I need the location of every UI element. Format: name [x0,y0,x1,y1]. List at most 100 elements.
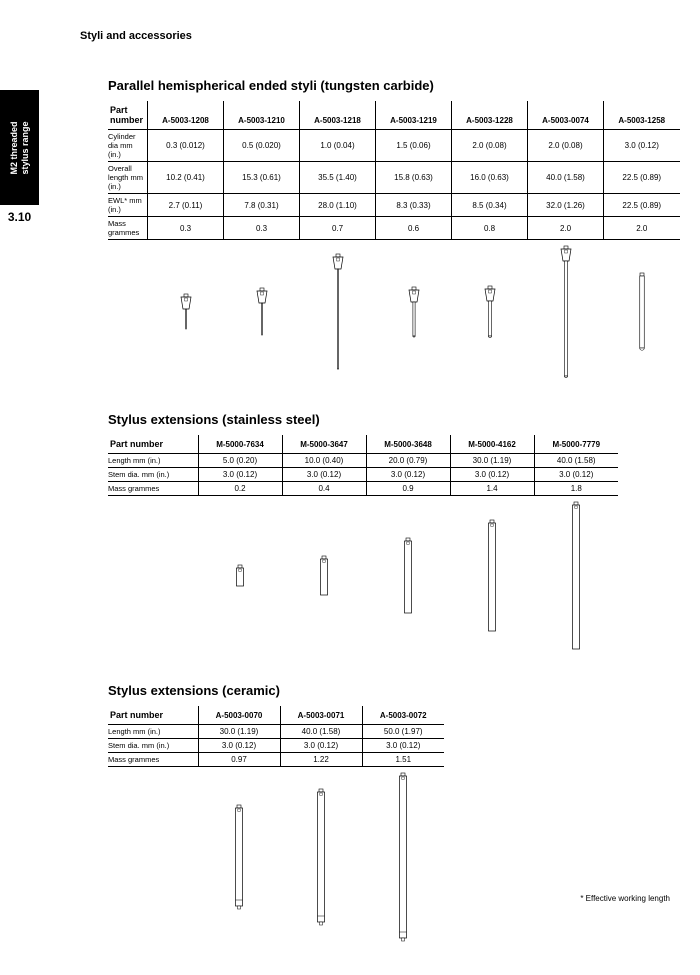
cell: 15.3 (0.61) [224,162,300,194]
cell: 28.0 (1.10) [300,194,376,217]
part-number: M-5000-7779 [534,435,618,454]
part-number-label: Part number [108,706,198,725]
cell: 0.3 [224,217,300,240]
cell: 3.0 (0.12) [450,467,534,481]
part-number: A-5003-1228 [452,101,528,130]
cell: 0.8 [452,217,528,240]
product-image [366,495,450,653]
section-t3: Stylus extensions (ceramic)Part numberA-… [108,683,670,945]
cell: 10.2 (0.41) [148,162,224,194]
part-number: A-5003-0071 [280,706,362,725]
cell: 3.0 (0.12) [366,467,450,481]
cell: 1.51 [362,752,444,766]
cell: 30.0 (1.19) [450,453,534,467]
cell: 8.5 (0.34) [452,194,528,217]
cell: 3.0 (0.12) [534,467,618,481]
cell: 40.0 (1.58) [534,453,618,467]
section-t2: Stylus extensions (stainless steel) Part … [108,412,670,653]
row-label: Overall length mm (in.) [108,162,148,194]
content: Parallel hemispherical ended styli (tung… [108,78,670,975]
cell: 50.0 (1.97) [362,724,444,738]
section-title: Parallel hemispherical ended styli (tung… [108,78,670,93]
row-label: Mass grammes [108,481,198,495]
row-label: Length mm (in.) [108,453,198,467]
cell: 0.2 [198,481,282,495]
cell: 35.5 (1.40) [300,162,376,194]
cell: 40.0 (1.58) [280,724,362,738]
row-label: Length mm (in.) [108,724,198,738]
cell: 15.8 (0.63) [376,162,452,194]
product-image [362,766,444,945]
part-number: M-5000-4162 [450,435,534,454]
product-image [604,240,680,382]
part-number: A-5003-1210 [224,101,300,130]
cell: 0.3 (0.012) [148,130,224,162]
row-label: Stem dia. mm (in.) [108,467,198,481]
table-t1: Part numberA-5003-1208A-5003-1210 A-5003-… [108,101,680,382]
cell: 16.0 (0.63) [452,162,528,194]
section-t1: Parallel hemispherical ended styli (tung… [108,78,670,382]
product-image [300,240,376,382]
row-label: Stem dia. mm (in.) [108,738,198,752]
cell: 0.97 [198,752,280,766]
product-image [198,766,280,945]
product-image [282,495,366,653]
part-number: A-5003-1219 [376,101,452,130]
cell: 0.4 [282,481,366,495]
cell: 1.4 [450,481,534,495]
cell: 1.22 [280,752,362,766]
product-image [452,240,528,382]
row-label: Cylinder dia mm (in.) [108,130,148,162]
cell: 3.0 (0.12) [198,738,280,752]
part-number: A-5003-1208 [148,101,224,130]
section-title: Stylus extensions (ceramic) [108,683,670,698]
part-number: M-5000-7634 [198,435,282,454]
footnote: * Effective working length [580,894,670,903]
product-image [198,495,282,653]
table-t2: Part numberM-5000-7634M-5000-3647M-5000-… [108,435,618,653]
cell: 22.5 (0.89) [604,162,680,194]
cell: 2.0 (0.08) [528,130,604,162]
cell: 30.0 (1.19) [198,724,280,738]
product-image [534,495,618,653]
product-image [528,240,604,382]
cell: 3.0 (0.12) [198,467,282,481]
side-tab-label: M2 threadedstylus range [9,121,31,174]
part-number-label: Part number [108,435,198,454]
cell: 2.7 (0.11) [148,194,224,217]
product-image [280,766,362,945]
cell: 20.0 (0.79) [366,453,450,467]
table-t3: Part numberA-5003-0070A-5003-0071A-5003-… [108,706,444,945]
cell: 0.3 [148,217,224,240]
cell: 7.8 (0.31) [224,194,300,217]
cell: 0.9 [366,481,450,495]
cell: 10.0 (0.40) [282,453,366,467]
cell: 5.0 (0.20) [198,453,282,467]
part-number: M-5000-3648 [366,435,450,454]
part-number-label: Part number [108,101,148,130]
part-number: M-5000-3647 [282,435,366,454]
cell: 40.0 (1.58) [528,162,604,194]
cell: 1.8 [534,481,618,495]
cell: 32.0 (1.26) [528,194,604,217]
row-label: Mass grammes [108,752,198,766]
row-label: Mass grammes [108,217,148,240]
section-title: Stylus extensions (stainless steel) [108,412,670,427]
cell: 2.0 (0.08) [452,130,528,162]
cell: 3.0 (0.12) [282,467,366,481]
cell: 1.5 (0.06) [376,130,452,162]
page-number: 3.10 [0,210,39,224]
cell: 22.5 (0.89) [604,194,680,217]
part-number: A-5003-0070 [198,706,280,725]
cell: 2.0 [528,217,604,240]
page-header: Styli and accessories [80,30,192,42]
cell: 0.6 [376,217,452,240]
cell: 0.7 [300,217,376,240]
row-label: EWL* mm (in.) [108,194,148,217]
cell: 2.0 [604,217,680,240]
product-image [450,495,534,653]
side-tab: M2 threadedstylus range [0,90,39,205]
cell: 0.5 (0.020) [224,130,300,162]
product-image [376,240,452,382]
part-number: A-5003-0072 [362,706,444,725]
